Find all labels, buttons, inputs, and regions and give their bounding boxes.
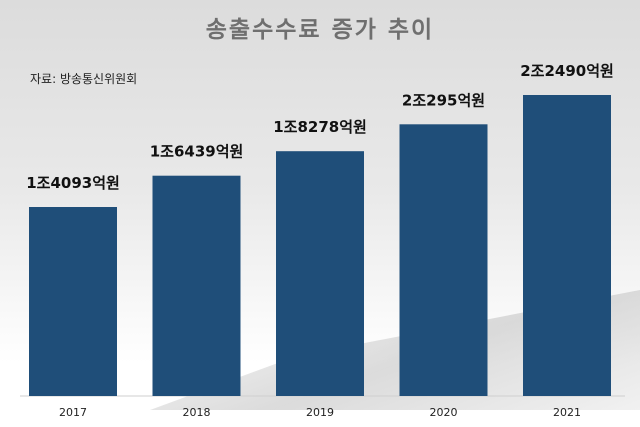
x-tick-label-2018: 2018 bbox=[183, 406, 211, 419]
data-labels-group: 1조4093억원 1조6439억원 1조8278억원 2조295억원 2조2490억원 bbox=[26, 62, 614, 192]
data-label-2021: 2조2490억원 bbox=[520, 62, 614, 80]
bar-2018 bbox=[152, 175, 241, 396]
x-tick-label-2017: 2017 bbox=[59, 406, 87, 419]
data-label-2018: 1조6439억원 bbox=[150, 143, 244, 161]
x-tick-label-2019: 2019 bbox=[306, 406, 334, 419]
x-tick-labels-group: 2017 2018 2019 2020 2021 bbox=[59, 406, 581, 419]
data-label-2020: 2조295억원 bbox=[402, 91, 485, 109]
data-label-2019: 1조8278억원 bbox=[273, 118, 367, 136]
bar-2017 bbox=[29, 207, 117, 396]
bars-group bbox=[29, 95, 611, 397]
x-tick-label-2021: 2021 bbox=[553, 406, 581, 419]
x-tick-label-2020: 2020 bbox=[430, 406, 458, 419]
bar-2020 bbox=[399, 124, 488, 397]
bar-2019 bbox=[276, 151, 364, 396]
chart-source: 자료: 방송통신위원회 bbox=[30, 72, 138, 86]
data-label-2017: 1조4093억원 bbox=[26, 174, 120, 192]
bar-2021 bbox=[523, 95, 611, 396]
chart-title: 송출수수료 증가 추이 bbox=[205, 17, 435, 43]
